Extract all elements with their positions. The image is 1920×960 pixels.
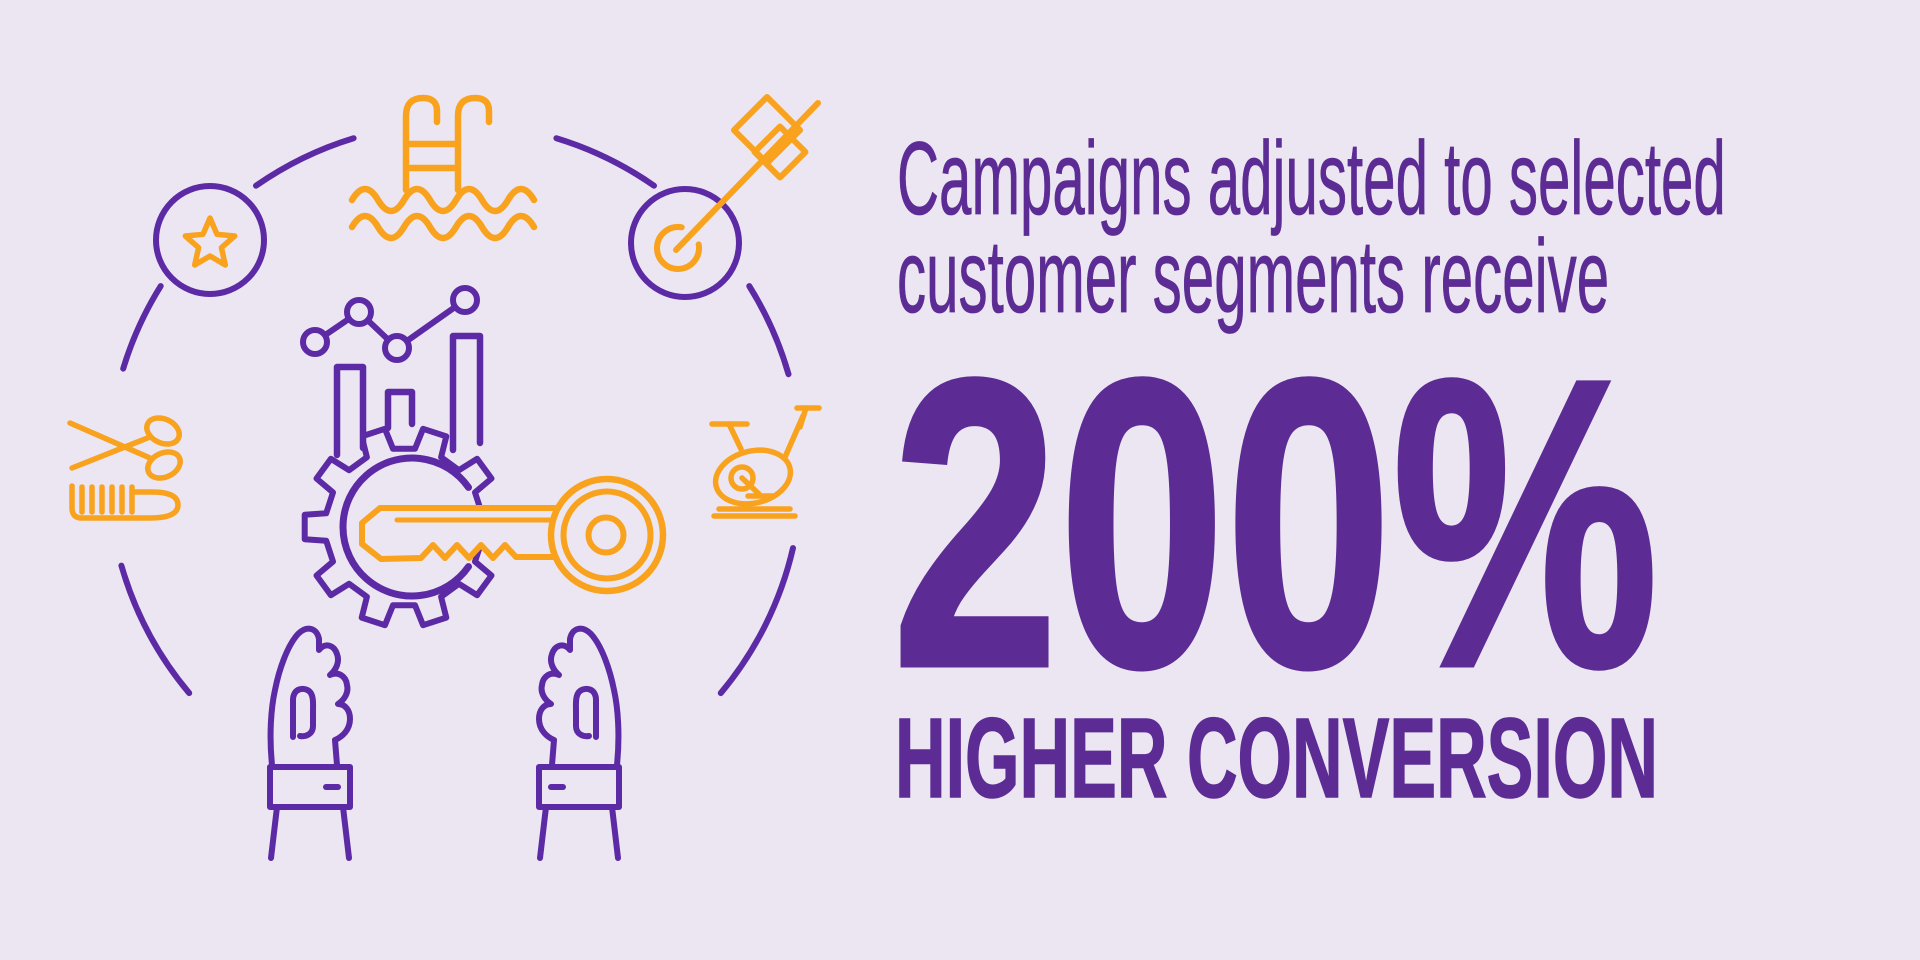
headline-line-1: Campaigns adjusted to selected: [897, 121, 1726, 237]
headline: Campaigns adjusted to selected customer …: [897, 121, 1726, 335]
dashed-circle: [118, 135, 796, 697]
bar-2: [384, 388, 416, 432]
scissors-comb-icon: [67, 415, 183, 521]
exercise-bike-icon: [709, 405, 822, 519]
bar-1: [333, 363, 367, 459]
pool-ladder-icon: [348, 94, 538, 242]
segmentation-illustration: [67, 94, 822, 861]
gear: [301, 425, 507, 629]
hands-icon: [267, 625, 619, 861]
bar-3: [449, 332, 484, 454]
gear-key-icon: [301, 425, 507, 629]
stat-value: 200%: [890, 294, 1660, 752]
star-badge-icon: [153, 183, 267, 297]
stat-label: HIGHER CONVERSION: [895, 695, 1659, 821]
key-icon: [359, 475, 667, 595]
gear-inner-ring: [339, 454, 472, 600]
headline-line-2: customer segments receive: [897, 219, 1610, 335]
bar-line-chart-icon: [300, 285, 667, 629]
target-arrow-icon: [628, 94, 821, 300]
hand-left: [267, 625, 353, 861]
trend-line: [312, 297, 468, 351]
